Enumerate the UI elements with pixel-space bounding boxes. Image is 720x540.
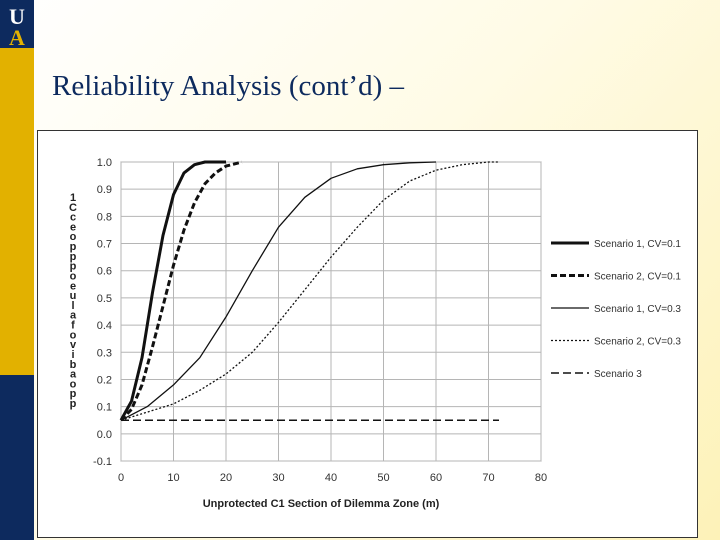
legend-label: Scenario 2, CV=0.1	[594, 272, 681, 283]
y-axis-label-char: a	[70, 310, 77, 322]
y-axis-label-char: p	[70, 398, 77, 410]
y-axis-label-char: u	[70, 290, 77, 302]
x-tick-label: 80	[535, 472, 547, 484]
series-line	[119, 160, 226, 421]
x-tick-label: 70	[482, 472, 494, 484]
legend-label: Scenario 1, CV=0.3	[594, 304, 681, 315]
y-axis-label-char: e	[70, 280, 76, 292]
logo-mark: U A	[9, 4, 25, 48]
x-tick-label: 0	[118, 472, 124, 484]
legend-label: Scenario 3	[594, 369, 642, 380]
y-axis-label-char: p	[70, 241, 77, 253]
y-axis-label-char: p	[70, 251, 77, 263]
y-tick-label: 0.4	[97, 320, 112, 332]
y-axis-label-char: C	[69, 202, 77, 214]
left-accent-band-lower	[0, 375, 34, 540]
y-axis-label-char: b	[70, 359, 77, 371]
y-tick-label: -0.1	[93, 456, 112, 468]
x-tick-label: 20	[220, 472, 232, 484]
y-tick-label: 0.1	[97, 402, 112, 414]
legend-label: Scenario 1, CV=0.1	[594, 239, 681, 250]
y-tick-label: 0.0	[97, 429, 112, 441]
y-tick-label: 0.3	[97, 347, 112, 359]
series-line	[120, 161, 499, 421]
y-axis-label-char: o	[70, 378, 77, 390]
logo-letter-a: A	[9, 25, 25, 48]
y-axis-label-char: v	[70, 339, 77, 351]
university-logo: U A	[0, 0, 34, 48]
x-tick-label: 60	[430, 472, 442, 484]
y-axis-label-char: 1	[70, 192, 76, 204]
y-axis-label-char: o	[70, 270, 77, 282]
slide-title: Reliability Analysis (cont’d) –	[52, 70, 404, 102]
y-axis-label-char: c	[70, 212, 76, 224]
chart-frame: 1.0 0.9 0.8 0.7 0.6 0.5 0.4 0.3 0.2 0.1 0.0 -0.1 0 10…	[37, 130, 698, 538]
x-tick-label: 40	[325, 472, 337, 484]
y-tick-label: 1.0	[97, 157, 112, 169]
y-axis-label-char: i	[71, 349, 74, 361]
legend-label: Scenario 2, CV=0.3	[594, 337, 681, 348]
y-axis-label-char: p	[70, 261, 77, 273]
series-line	[119, 160, 243, 422]
y-tick-label: 0.2	[97, 374, 112, 386]
x-tick-label: 30	[272, 472, 284, 484]
y-axis-label-char: o	[70, 329, 77, 341]
y-axis-label-char: l	[71, 300, 74, 312]
y-axis-label-char: o	[70, 231, 77, 243]
x-tick-label: 50	[377, 472, 389, 484]
y-axis-label-char: f	[71, 320, 75, 332]
y-tick-label: 0.9	[97, 184, 112, 196]
y-tick-label: 0.5	[97, 293, 112, 305]
y-axis-label-char: p	[70, 388, 77, 400]
x-tick-label: 10	[167, 472, 179, 484]
y-tick-label: 0.6	[97, 266, 112, 278]
y-axis-label-char: e	[70, 221, 76, 233]
logo-letter-u: U	[9, 4, 25, 29]
y-tick-label: 0.8	[97, 211, 112, 223]
y-axis-label-char: a	[70, 369, 77, 381]
y-tick-label: 0.7	[97, 239, 112, 251]
x-axis-label: Unprotected C1 Section of Dilemma Zone (…	[203, 498, 440, 510]
series-line	[120, 161, 437, 421]
line-chart: 1.0 0.9 0.8 0.7 0.6 0.5 0.4 0.3 0.2 0.1 0.0 -0.1 0 10…	[69, 157, 681, 510]
